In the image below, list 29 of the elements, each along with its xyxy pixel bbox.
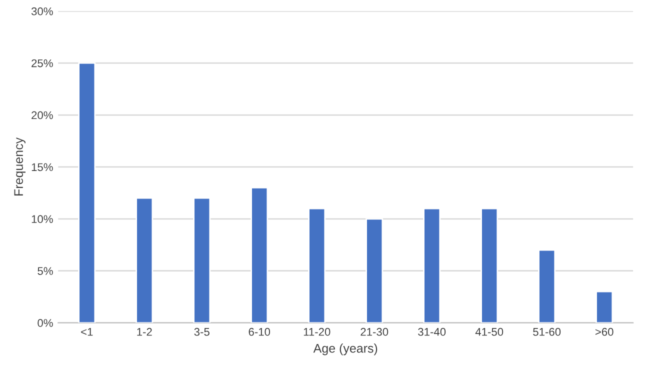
bar: [308, 208, 326, 323]
bar: [250, 187, 268, 323]
x-tick-label: >60: [595, 328, 614, 336]
bar: [596, 290, 614, 323]
y-tick-label: 15%: [32, 163, 53, 172]
x-tick-label: 1-2: [137, 328, 152, 336]
x-tick-label: 11-20: [304, 328, 330, 336]
x-tick-label: 3-5: [194, 328, 210, 336]
y-tick-label: 25%: [32, 59, 53, 68]
y-tick-label: 0%: [38, 319, 53, 327]
x-tick-label: 51-60: [533, 328, 561, 336]
bar: [480, 208, 498, 323]
bar: [78, 62, 96, 323]
bar: [423, 208, 441, 323]
bar: [193, 197, 211, 323]
bar: [136, 197, 154, 323]
x-tick-label: 31-40: [418, 328, 446, 336]
x-axis-title: Age (years): [313, 344, 378, 356]
y-tick-label: 20%: [32, 111, 53, 120]
bar: [366, 218, 384, 323]
bar: [538, 249, 556, 323]
y-axis-title: Frequency: [14, 137, 26, 196]
y-tick-label: 30%: [31, 7, 53, 16]
x-tick-label: 6-10: [248, 328, 270, 336]
x-tick-label: 41-50: [475, 328, 504, 336]
x-tick-label: 21-30: [360, 328, 388, 336]
y-tick-label: 10%: [32, 215, 53, 224]
y-tick-label: 5%: [38, 267, 53, 275]
x-tick-label: <1: [81, 328, 93, 336]
